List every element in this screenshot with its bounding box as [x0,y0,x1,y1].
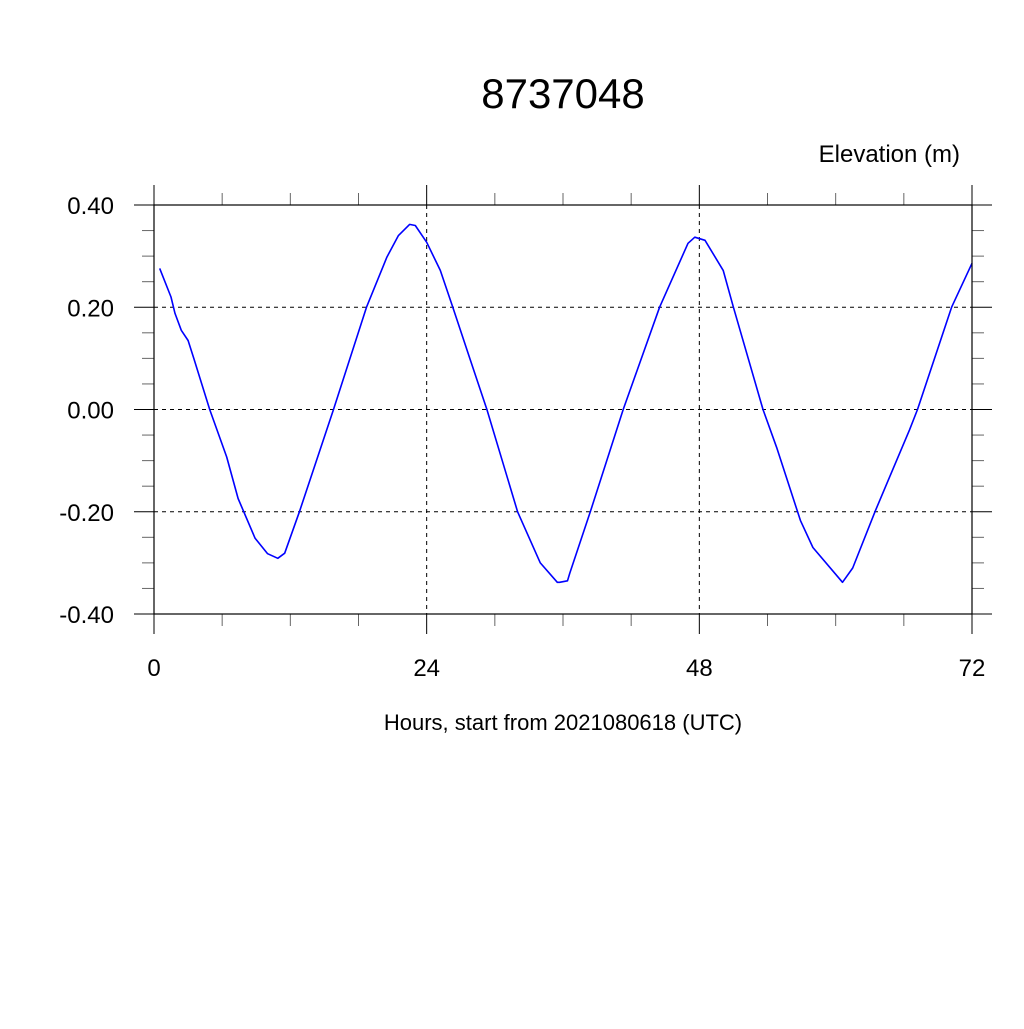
chart-title: 8737048 [481,70,645,117]
elevation-series-line [160,224,972,582]
tick-labels: 0 24 48 72 -0.40 -0.20 0.00 0.20 0.40 [59,193,985,682]
x-tick-label: 0 [147,655,160,682]
x-axis-label: Hours, start from 2021080618 (UTC) [384,710,742,735]
y-tick-label: -0.20 [59,500,114,527]
series-group [160,224,973,582]
y-tick-label: -0.40 [59,602,114,629]
x-tick-label: 24 [413,655,440,682]
x-tick-label: 72 [959,655,986,682]
y-tick-label: 0.20 [67,295,114,322]
y-tick-label: 0.00 [67,398,114,425]
x-tick-label: 48 [686,655,713,682]
y-axis-label: Elevation (m) [819,141,960,168]
y-tick-label: 0.40 [67,193,114,220]
grid [154,205,972,614]
